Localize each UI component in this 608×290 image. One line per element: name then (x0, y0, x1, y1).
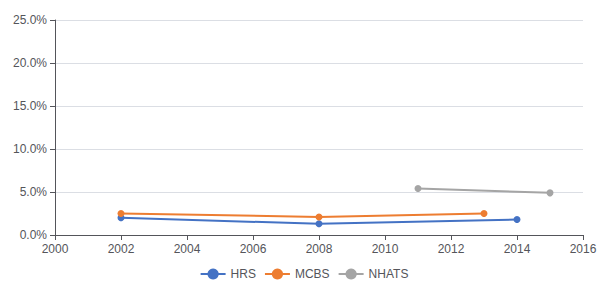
svg-text:2000: 2000 (42, 242, 69, 256)
svg-text:MCBS: MCBS (295, 267, 330, 281)
svg-text:2010: 2010 (372, 242, 399, 256)
svg-text:2016: 2016 (570, 242, 597, 256)
svg-text:2008: 2008 (306, 242, 333, 256)
svg-text:2006: 2006 (240, 242, 267, 256)
svg-text:2004: 2004 (174, 242, 201, 256)
svg-text:0.0%: 0.0% (20, 228, 48, 242)
svg-text:2012: 2012 (438, 242, 465, 256)
svg-text:HRS: HRS (231, 267, 256, 281)
svg-text:NHATS: NHATS (369, 267, 409, 281)
svg-text:15.0%: 15.0% (13, 99, 47, 113)
svg-text:10.0%: 10.0% (13, 142, 47, 156)
svg-text:20.0%: 20.0% (13, 56, 47, 70)
svg-text:2014: 2014 (504, 242, 531, 256)
svg-text:5.0%: 5.0% (20, 185, 48, 199)
svg-text:25.0%: 25.0% (13, 13, 47, 27)
svg-text:2002: 2002 (108, 242, 135, 256)
